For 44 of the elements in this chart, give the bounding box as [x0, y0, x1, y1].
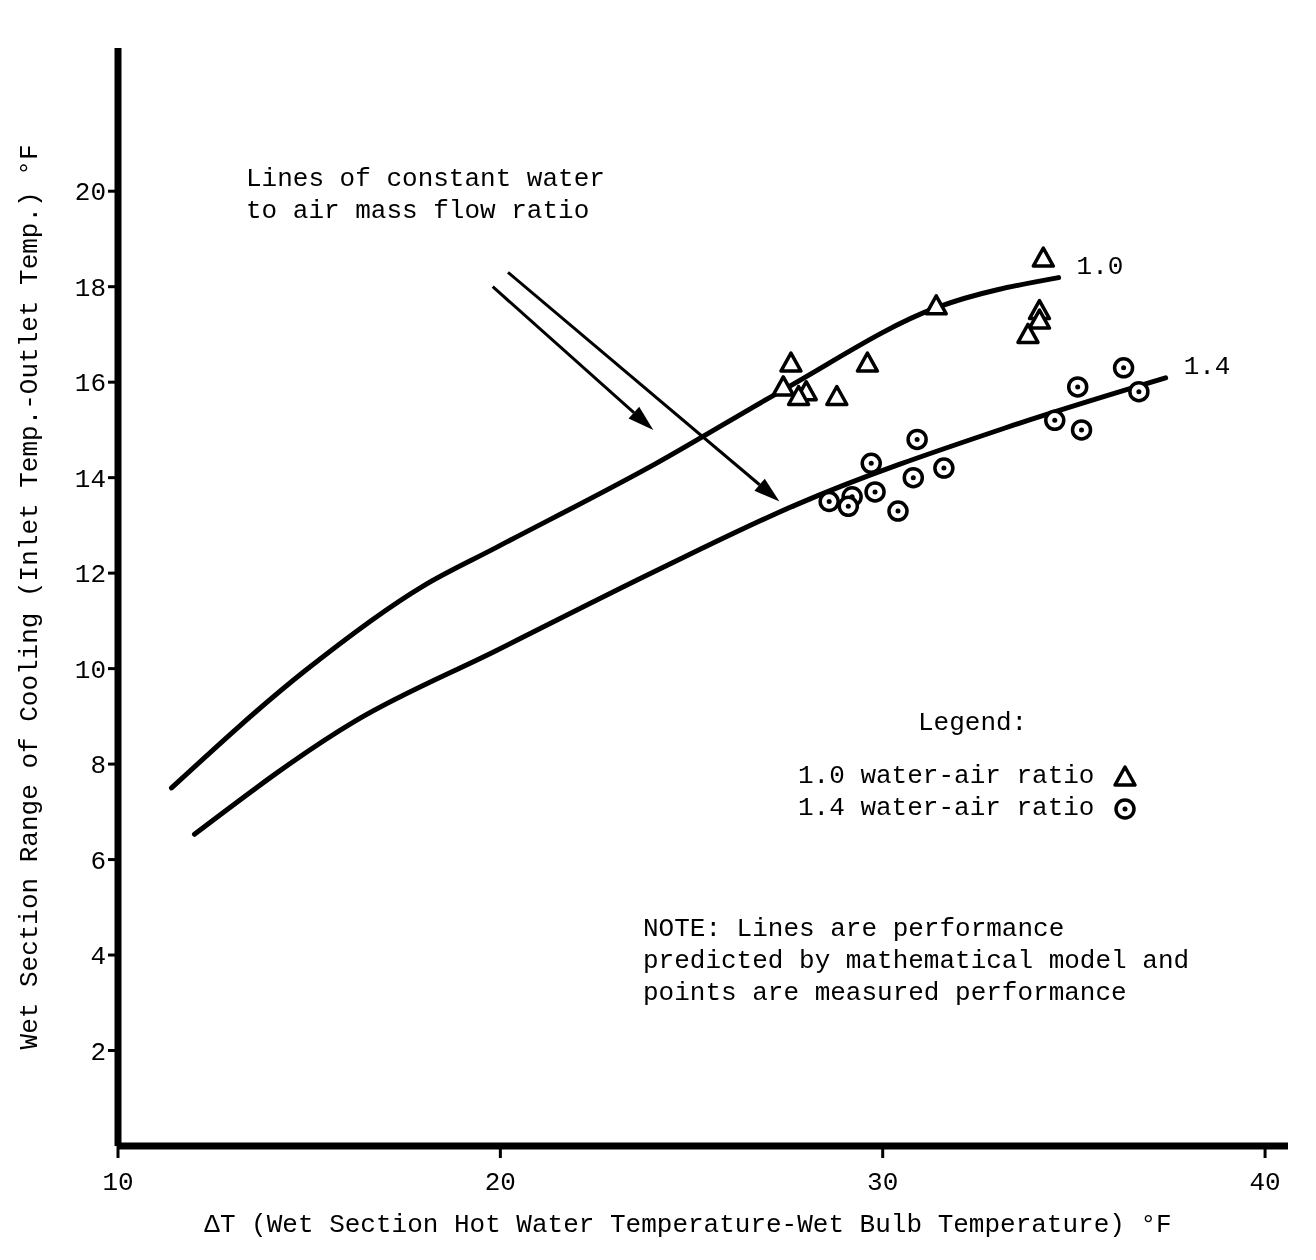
x-tick-label: 40	[1249, 1168, 1281, 1199]
point	[837, 495, 860, 518]
point	[902, 466, 925, 489]
point	[1112, 357, 1135, 379]
x-tick-label: 30	[867, 1168, 899, 1199]
point	[779, 351, 803, 373]
point	[855, 351, 880, 373]
point	[860, 452, 882, 475]
point	[1027, 308, 1052, 330]
point	[1066, 376, 1089, 398]
legend-title: Legend:	[918, 708, 1029, 738]
annotation: NOTE: Lines are performance predicted by mathematical model and points are measured performance	[643, 913, 1191, 1009]
point	[887, 500, 909, 522]
point	[933, 457, 955, 479]
point	[906, 428, 928, 451]
point	[1031, 246, 1056, 268]
y-tick-label: 6	[90, 846, 106, 877]
x-tick-label: 20	[484, 1168, 516, 1199]
y-tick-label: 12	[74, 560, 106, 591]
series-label: 1.0	[1076, 251, 1124, 282]
y-tick-label: 20	[74, 178, 106, 209]
y-tick-label: 18	[74, 273, 106, 304]
legend-label: 1.0 water-air ratio	[798, 760, 1095, 792]
point	[771, 375, 796, 397]
point	[924, 294, 948, 316]
series-label: 1.4	[1183, 351, 1231, 382]
y-tick-label: 4	[90, 942, 106, 973]
y-tick-label: 10	[74, 655, 106, 686]
point	[1070, 419, 1093, 441]
y-tick-label: 16	[74, 369, 106, 400]
y-tick-label: 2	[90, 1037, 106, 1068]
point	[786, 384, 811, 407]
point	[1128, 380, 1150, 403]
y-tick-label: 8	[90, 751, 106, 782]
legend-label: 1.4 water-air ratio	[798, 792, 1095, 824]
point	[864, 481, 886, 503]
point	[818, 490, 840, 513]
x-axis-title: ΔT (Wet Section Hot Water Temperature-Wet Bulb Temperature) °F	[203, 1210, 1173, 1240]
point	[1044, 409, 1066, 432]
y-axis-title: Wet Section Range of Cooling (Inlet Temp.-Outlet Temp.) °F	[15, 144, 46, 1050]
point	[825, 384, 849, 407]
y-tick-label: 14	[74, 464, 106, 495]
annotation: Lines of constant water to air mass flow ratio	[246, 163, 606, 227]
point	[1016, 322, 1040, 345]
